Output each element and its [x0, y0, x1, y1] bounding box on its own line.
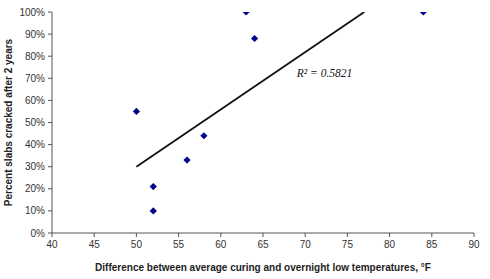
y-tick	[48, 144, 52, 145]
x-tick-label: 80	[384, 239, 396, 250]
y-tick	[48, 188, 52, 189]
plot-area	[133, 12, 427, 215]
y-tick-label: 60%	[25, 95, 45, 106]
x-tick	[263, 233, 264, 237]
x-tick-label: 75	[342, 239, 354, 250]
scatter-point	[420, 12, 427, 16]
x-tick-label: 60	[215, 239, 227, 250]
x-tick	[474, 233, 475, 237]
x-tick-label: 90	[468, 239, 480, 250]
y-tick-label: 70%	[25, 73, 45, 84]
x-tick	[178, 233, 179, 237]
y-tick	[48, 100, 52, 101]
y-tick	[48, 210, 52, 211]
x-tick-label: 45	[89, 239, 101, 250]
x-tick-label: 55	[173, 239, 185, 250]
x-tick	[305, 233, 306, 237]
scatter-point	[150, 183, 157, 190]
x-axis-label: Difference between average curing and ov…	[95, 262, 431, 273]
y-tick-label: 40%	[25, 139, 45, 150]
y-tick-label: 30%	[25, 161, 45, 172]
axes: 40 45 50 55 60 65 70 75 80 85 90 0% 10% 20% 30% 40% 50% 6…	[19, 7, 480, 251]
x-tick	[220, 233, 221, 237]
y-tick	[48, 122, 52, 123]
x-tick	[389, 233, 390, 237]
chart: 40 45 50 55 60 65 70 75 80 85 90 0% 10% 20% 30% 40% 50% 6…	[0, 0, 490, 279]
y-tick-label: 100%	[19, 7, 45, 18]
x-tick	[347, 233, 348, 237]
scatter-point	[133, 108, 140, 115]
y-tick-label: 50%	[25, 117, 45, 128]
x-tick-label: 40	[46, 239, 58, 250]
x-tick-label: 65	[257, 239, 269, 250]
x-tick	[52, 233, 53, 237]
y-tick	[48, 233, 52, 234]
regression-line	[136, 12, 364, 167]
r2-annotation: R² = 0.5821	[296, 67, 353, 79]
x-tick-label: 50	[131, 239, 143, 250]
y-tick-label: 10%	[25, 205, 45, 216]
y-axis-label: Percent slabs cracked after 2 years	[3, 38, 14, 206]
scatter-point	[150, 207, 157, 214]
scatter-point	[243, 12, 250, 16]
y-tick-label: 80%	[25, 51, 45, 62]
y-tick	[48, 12, 52, 13]
scatter-point	[251, 35, 258, 42]
y-tick	[48, 166, 52, 167]
x-tick	[136, 233, 137, 237]
scatter-point	[200, 132, 207, 139]
y-tick	[48, 34, 52, 35]
x-tick-label: 70	[300, 239, 312, 250]
y-tick-label: 20%	[25, 183, 45, 194]
y-tick	[48, 78, 52, 79]
y-tick-label: 90%	[25, 29, 45, 40]
x-tick-label: 85	[426, 239, 438, 250]
x-tick	[431, 233, 432, 237]
scatter-point	[183, 156, 190, 163]
y-tick	[48, 56, 52, 57]
y-tick-label: 0%	[31, 228, 46, 239]
x-tick	[94, 233, 95, 237]
